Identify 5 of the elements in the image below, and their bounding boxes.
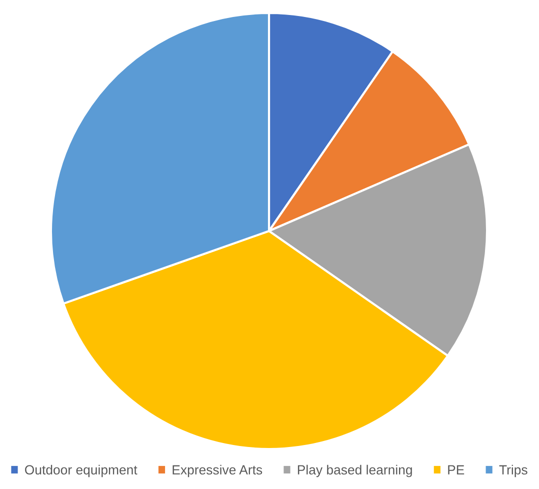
legend-label: PE: [448, 465, 464, 474]
legend-label: Outdoor equipment: [25, 464, 138, 478]
legend-label: Trips: [499, 464, 528, 478]
legend-label: Play based learning: [298, 464, 412, 478]
legend-label: Expressive Arts: [172, 464, 262, 478]
